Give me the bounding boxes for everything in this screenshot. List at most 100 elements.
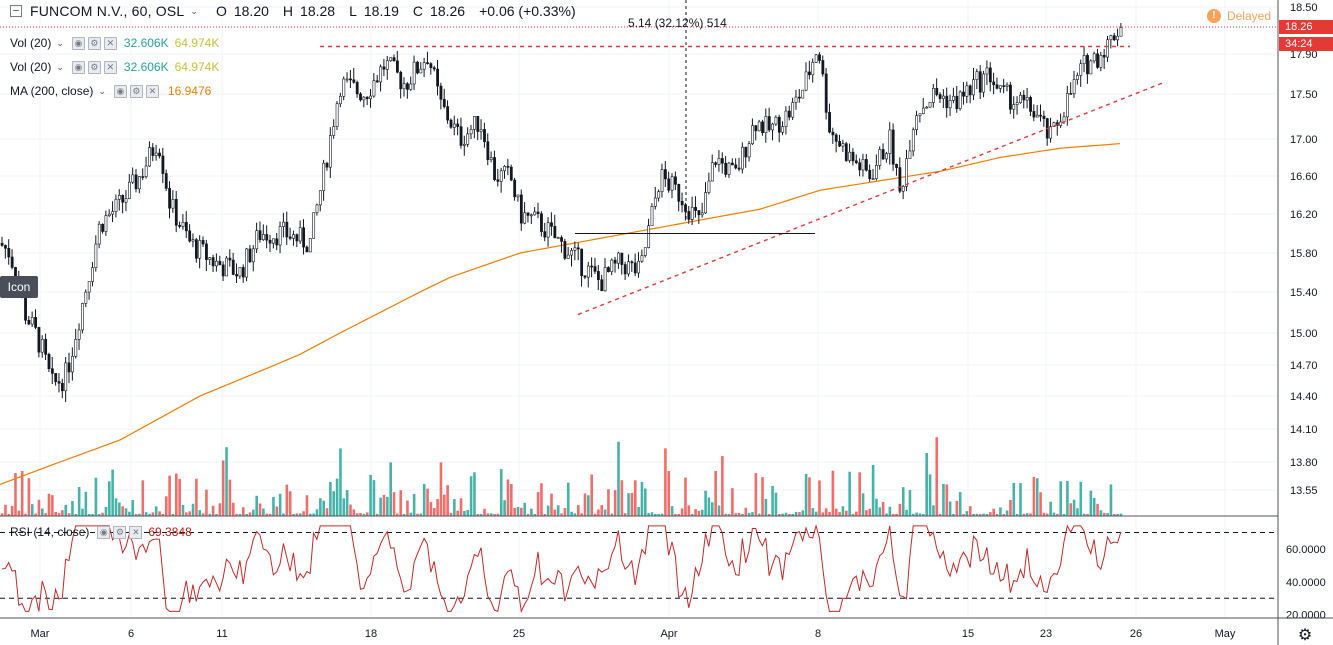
price-tick-label: 18.50 <box>1290 2 1318 14</box>
candle-body <box>560 237 563 242</box>
indicator-vol-1[interactable]: Vol (20) ⌄ ◉ ⚙ ✕ 32.606K 64.974K <box>10 36 220 50</box>
candle-body <box>533 211 537 216</box>
volume-bar <box>473 472 476 516</box>
indicator-vol-2[interactable]: Vol (20) ⌄ ◉ ⚙ ✕ 32.606K 64.974K <box>10 60 220 74</box>
gear-icon[interactable]: ⚙ <box>129 84 143 98</box>
chevron-down-icon[interactable]: ⌄ <box>190 5 198 16</box>
candle-body <box>144 165 148 177</box>
volume-bar <box>724 513 727 516</box>
volume-bar <box>97 513 101 516</box>
volume-bar <box>71 501 74 516</box>
chevron-down-icon[interactable]: ⌄ <box>56 61 64 72</box>
volume-bar <box>379 497 382 516</box>
gear-icon[interactable]: ⚙ <box>87 36 101 50</box>
volume-bar <box>265 513 269 516</box>
volume-bar <box>690 513 694 516</box>
candle-body <box>37 327 41 353</box>
volume-bar <box>416 513 419 516</box>
candle-body <box>342 78 346 97</box>
candle-body <box>955 95 959 110</box>
close-icon[interactable]: ✕ <box>145 84 159 98</box>
candle-body <box>942 95 945 99</box>
candle-body <box>764 116 768 134</box>
volume-bar <box>359 513 362 516</box>
volume-bar <box>409 512 413 516</box>
eye-icon[interactable]: ◉ <box>97 525 111 539</box>
volume-bar <box>570 511 573 516</box>
candle-body <box>787 110 791 118</box>
volume-bar <box>101 512 104 516</box>
candle-body <box>988 67 992 83</box>
volume-bar <box>1109 484 1113 516</box>
candle-body <box>985 67 989 75</box>
candle-body <box>744 146 748 158</box>
volume-bar <box>329 481 332 516</box>
volume-bar <box>731 488 734 516</box>
symbol-name[interactable]: FUNCOM N.V., 60, OSL <box>30 3 185 19</box>
eye-icon[interactable]: ◉ <box>71 60 85 74</box>
candlesticks <box>0 23 1123 402</box>
indicator-rsi[interactable]: RSI (14, close) ◉ ⚙ ✕ 69.3848 <box>10 524 192 540</box>
candle-body <box>797 96 801 99</box>
close-icon[interactable]: ✕ <box>129 525 143 539</box>
volume-bar <box>734 513 738 516</box>
close-icon[interactable]: ✕ <box>103 36 117 50</box>
gear-icon[interactable]: ⚙ <box>113 525 127 539</box>
candle-body <box>1015 102 1019 105</box>
volume-bar <box>335 478 339 516</box>
candle-body <box>777 116 781 133</box>
eye-icon[interactable]: ◉ <box>113 84 127 98</box>
candle-body <box>905 158 909 187</box>
volume-bar <box>851 513 855 516</box>
volume-bar <box>945 484 949 516</box>
candle-body <box>915 115 919 131</box>
eye-icon[interactable]: ◉ <box>71 36 85 50</box>
volume-bar <box>1059 481 1062 516</box>
close-icon[interactable]: ✕ <box>103 60 117 74</box>
candle-body <box>633 262 637 274</box>
volume-bar <box>1005 510 1009 516</box>
volume-bar <box>530 508 533 516</box>
price-tick-label: 16.60 <box>1290 171 1318 183</box>
volume-bar <box>650 512 654 516</box>
candle-body <box>392 57 396 62</box>
candle-body <box>945 95 949 109</box>
chevron-down-icon[interactable]: ⌄ <box>98 85 106 96</box>
candle-body <box>928 102 932 108</box>
candle-body <box>791 102 795 118</box>
candle-body <box>459 126 463 146</box>
volume-bar <box>459 498 463 516</box>
chevron-down-icon[interactable]: ⌄ <box>56 37 64 48</box>
candle-body <box>690 206 694 220</box>
volume-bar <box>1039 492 1042 516</box>
volume-bar <box>778 514 781 516</box>
volume-bar <box>711 502 714 516</box>
volume-bar <box>432 508 436 516</box>
volume-bar <box>44 513 47 516</box>
candle-body <box>302 227 306 248</box>
gear-icon: ⚙ <box>1298 627 1312 644</box>
volume-bar <box>654 513 657 516</box>
delayed-badge[interactable]: ! Delayed <box>1206 9 1271 23</box>
volume-bar <box>389 462 392 516</box>
candle-body <box>586 265 590 278</box>
collapse-icon[interactable] <box>10 5 22 17</box>
candle-body <box>288 236 292 239</box>
volume-bar <box>818 480 821 516</box>
volume-bar <box>999 507 1002 516</box>
rsi-label: RSI (14, close) <box>10 525 90 539</box>
indicator-ma[interactable]: MA (200, close) ⌄ ◉ ⚙ ✕ 16.9476 <box>10 84 212 98</box>
volume-bar <box>979 513 982 516</box>
candle-body <box>550 222 553 227</box>
volume-bar <box>486 513 490 516</box>
volume-bar <box>593 513 597 516</box>
volume-bar <box>131 500 135 516</box>
gear-icon[interactable]: ⚙ <box>87 60 101 74</box>
candle-body <box>704 192 708 214</box>
volume-bar <box>24 513 27 516</box>
candle-body <box>64 362 68 392</box>
volume-bar <box>580 513 583 516</box>
candle-body <box>208 257 212 260</box>
time-tick-label: 26 <box>1130 628 1142 640</box>
